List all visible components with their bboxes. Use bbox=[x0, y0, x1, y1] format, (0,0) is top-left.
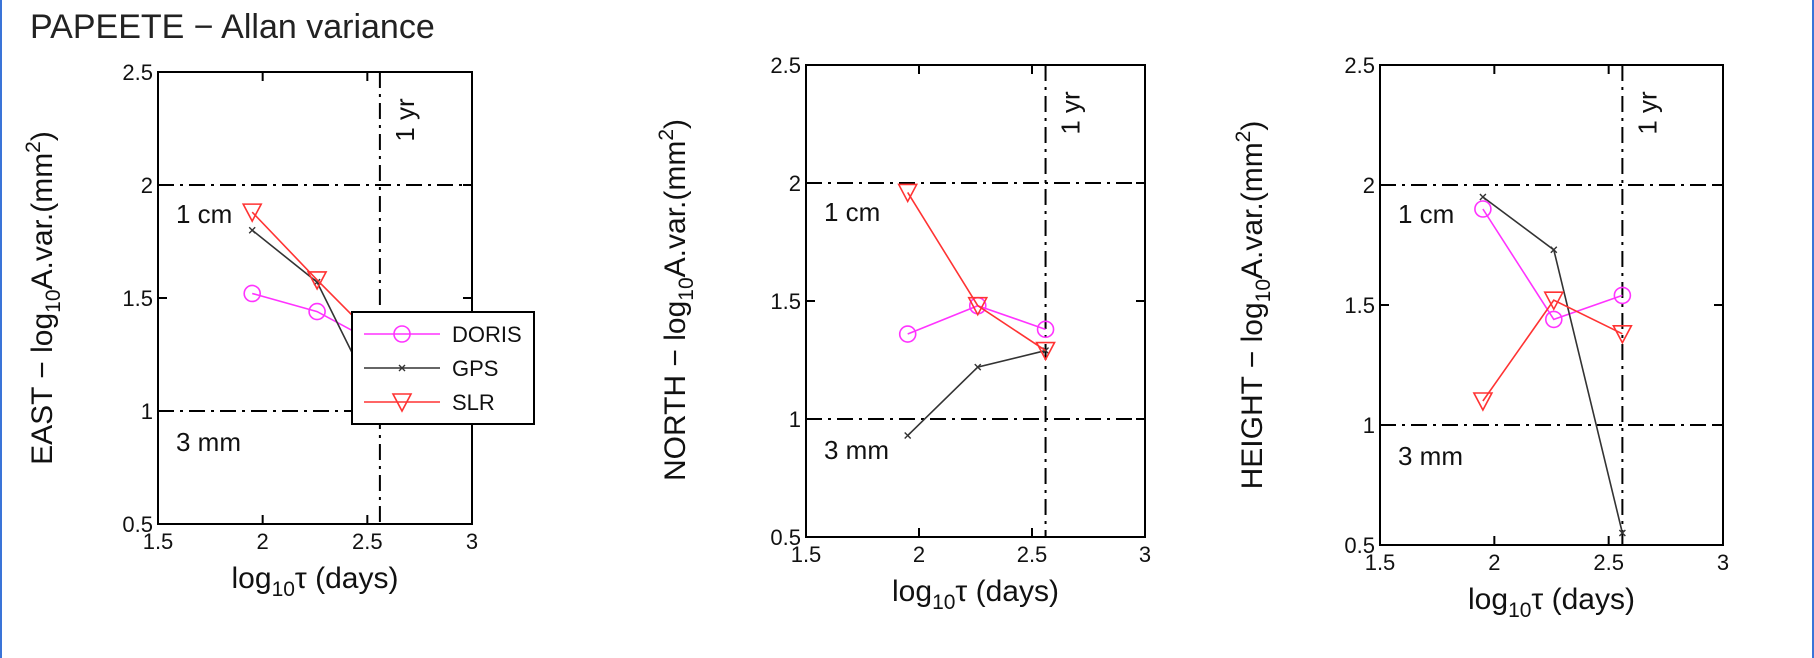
series-line bbox=[907, 304, 1046, 335]
series-line bbox=[1482, 299, 1623, 402]
x-tick-label: 1.5 bbox=[791, 542, 822, 567]
figure-title: PAPEETE − Allan variance bbox=[30, 8, 435, 46]
legend-marker bbox=[391, 393, 413, 413]
three-mm-label: 3 mm bbox=[1398, 441, 1463, 471]
series-slr bbox=[897, 183, 1056, 362]
panel-east: 1.5 2 2.5 3 0.5 1 1.5 2 2.5 1 cm 3 mm 1 yr log10τ (d… bbox=[22, 60, 535, 601]
y-tick-label: 1 bbox=[141, 399, 153, 424]
x-axis-label: log10τ (days) bbox=[892, 575, 1059, 614]
data-point bbox=[897, 183, 919, 204]
data-point bbox=[1479, 193, 1487, 201]
x-tick-label: 2.5 bbox=[1593, 550, 1624, 575]
one-cm-label: 1 cm bbox=[824, 197, 880, 227]
legend-marker bbox=[398, 364, 406, 372]
x-tick-label: 2 bbox=[913, 542, 925, 567]
y-axis-label: EAST − log10A.var.(mm2) bbox=[22, 131, 65, 465]
y-tick-label: 2 bbox=[141, 173, 153, 198]
data-point bbox=[1035, 341, 1056, 362]
y-tick-label: 2 bbox=[789, 171, 801, 196]
y-tick-label: 1.5 bbox=[770, 289, 801, 314]
data-point bbox=[241, 203, 263, 223]
x-tick-label: 2.5 bbox=[352, 529, 383, 554]
y-tick-label: 2.5 bbox=[770, 53, 801, 78]
data-point bbox=[1612, 325, 1633, 345]
y-tick-label: 2.5 bbox=[122, 60, 153, 85]
y-tick-label: 1.5 bbox=[1344, 293, 1375, 318]
y-tick-label: 0.5 bbox=[122, 512, 153, 537]
series-line bbox=[1482, 208, 1623, 321]
one-year-label: 1 yr bbox=[1632, 91, 1662, 135]
y-tick-label: 1.5 bbox=[122, 286, 153, 311]
y-tick-label: 0.5 bbox=[770, 525, 801, 550]
series-gps bbox=[904, 347, 1050, 440]
three-mm-label: 3 mm bbox=[176, 427, 241, 457]
x-tick-label: 2 bbox=[257, 529, 269, 554]
y-tick-label: 0.5 bbox=[1344, 533, 1375, 558]
panel-height: 1.5 2 2.5 3 0.5 1 1.5 2 2.5 1 cm 3 mm 1 yr log10τ (d… bbox=[1232, 53, 1729, 622]
series-line bbox=[907, 349, 1046, 437]
data-point bbox=[306, 271, 328, 291]
legend-marker bbox=[393, 325, 411, 343]
series-doris bbox=[1474, 200, 1632, 329]
x-tick-label: 1.5 bbox=[1365, 550, 1396, 575]
y-tick-label: 2.5 bbox=[1344, 53, 1375, 78]
x-tick-label: 1.5 bbox=[143, 529, 174, 554]
y-tick-label: 2 bbox=[1363, 173, 1375, 198]
x-axis-label: log10τ (days) bbox=[232, 562, 399, 601]
data-point bbox=[898, 325, 917, 343]
data-point bbox=[308, 302, 326, 321]
one-year-label: 1 yr bbox=[1056, 91, 1086, 135]
x-tick-label: 2.5 bbox=[1017, 542, 1048, 567]
series-line bbox=[907, 192, 1047, 352]
one-year-label: 1 yr bbox=[390, 98, 420, 142]
data-point bbox=[1544, 310, 1563, 329]
x-axis-label: log10τ (days) bbox=[1468, 583, 1635, 622]
data-point bbox=[248, 226, 256, 234]
data-point bbox=[1036, 320, 1055, 339]
legend-label: SLR bbox=[452, 390, 495, 415]
data-point bbox=[904, 432, 912, 440]
data-point bbox=[1613, 286, 1632, 305]
data-point bbox=[1474, 200, 1492, 218]
legend: DORIS GPS SLR bbox=[351, 311, 535, 425]
series-gps bbox=[1479, 193, 1626, 537]
legend-label: DORIS bbox=[452, 322, 522, 347]
one-cm-label: 1 cm bbox=[1398, 199, 1454, 229]
data-point bbox=[974, 363, 982, 371]
y-axis-label: HEIGHT − log10A.var.(mm2) bbox=[1232, 121, 1275, 490]
x-tick-label: 2 bbox=[1488, 550, 1500, 575]
data-point bbox=[1550, 246, 1558, 254]
y-axis-label: NORTH − log10A.var.(mm2) bbox=[655, 119, 698, 481]
y-tick-label: 1 bbox=[1363, 413, 1375, 438]
data-point bbox=[243, 284, 261, 303]
series-line bbox=[1482, 196, 1624, 534]
data-point bbox=[1618, 529, 1626, 537]
x-tick-label: 3 bbox=[1139, 542, 1151, 567]
y-tick-label: 1 bbox=[789, 407, 801, 432]
series-slr bbox=[1472, 291, 1633, 412]
data-point bbox=[1472, 392, 1494, 412]
legend-label: GPS bbox=[452, 356, 498, 381]
panel-north: 1.5 2 2.5 3 0.5 1 1.5 2 2.5 1 cm 3 mm 1 yr log10τ (d… bbox=[655, 53, 1151, 614]
three-mm-label: 3 mm bbox=[824, 435, 889, 465]
x-tick-label: 3 bbox=[1717, 550, 1729, 575]
data-point bbox=[1543, 291, 1565, 311]
x-tick-label: 3 bbox=[466, 529, 478, 554]
one-cm-label: 1 cm bbox=[176, 199, 232, 229]
data-point bbox=[967, 296, 989, 317]
